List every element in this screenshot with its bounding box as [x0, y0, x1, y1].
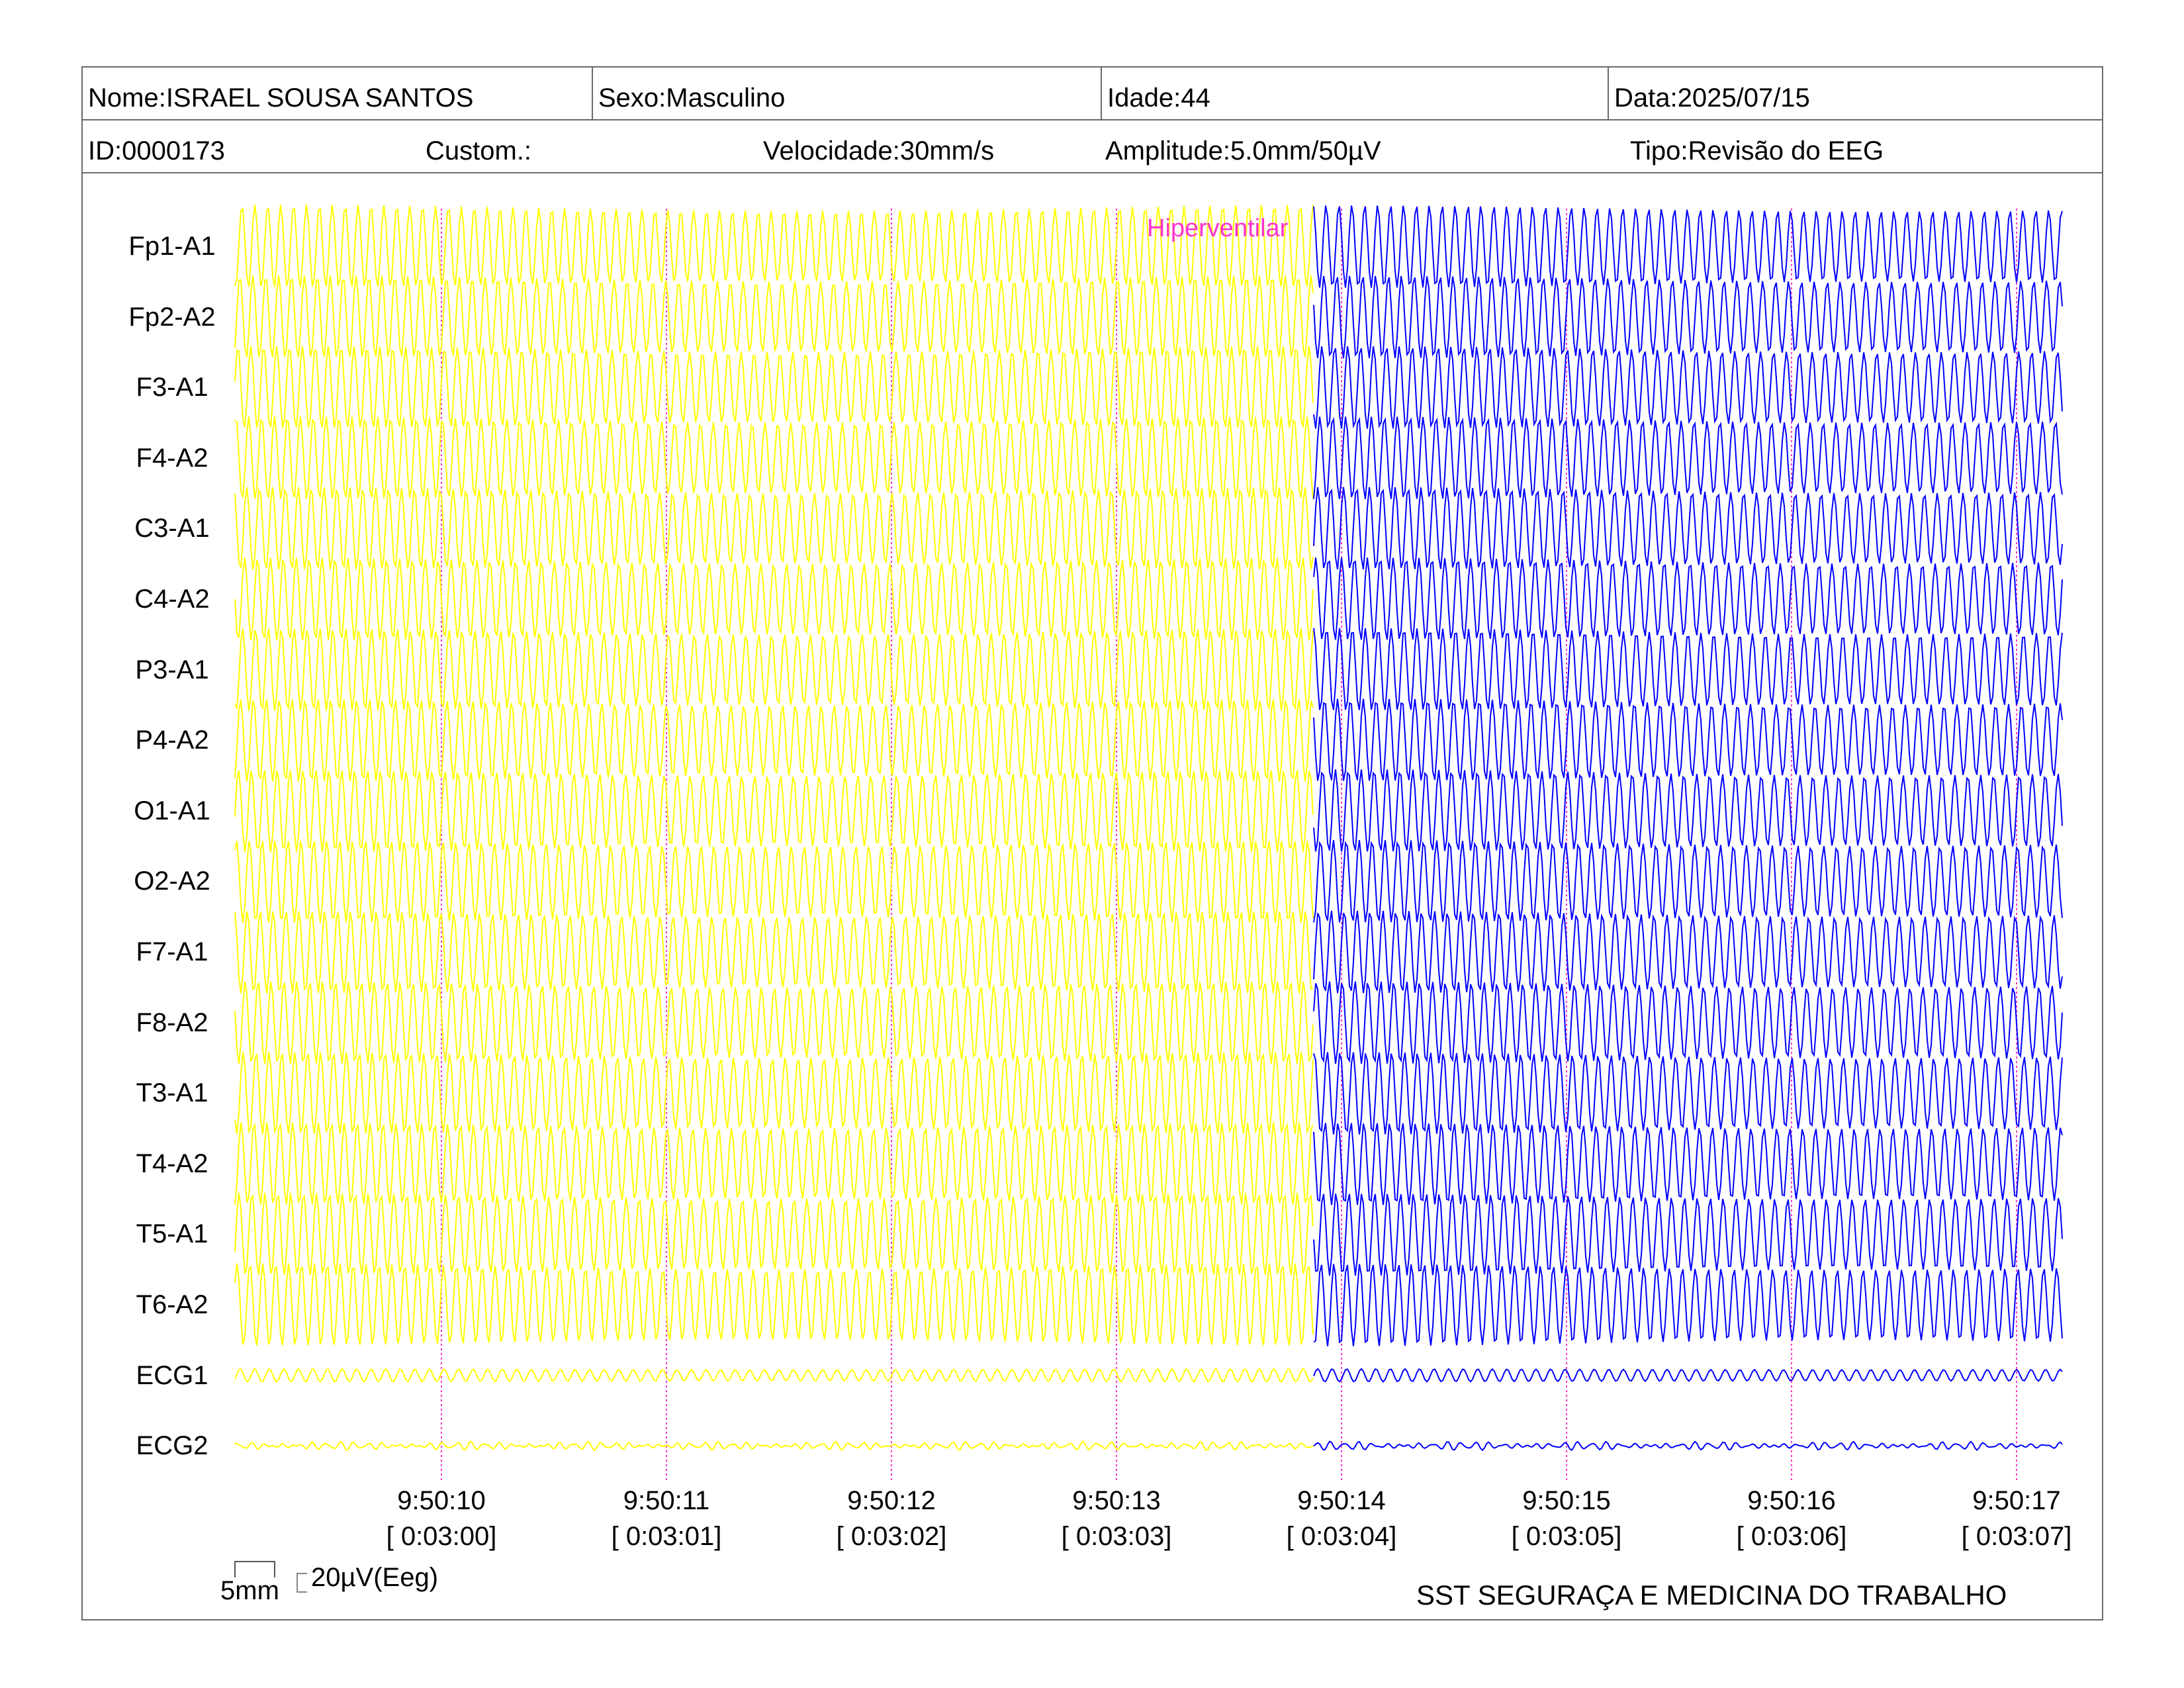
time-tick-clock: 9:50:17	[1972, 1486, 2061, 1515]
time-tick-elapsed: [ 0:03:03]	[1061, 1522, 1172, 1551]
waveform-c3-a1	[234, 487, 1314, 570]
channel-label-f3-a1: F3-A1	[136, 373, 208, 402]
waveform-o2-a2	[234, 841, 1314, 923]
waveform-c4-a2	[1313, 557, 2063, 640]
waveform-f4-a2	[1313, 416, 2063, 500]
patient-sex: Sexo:Masculino	[592, 68, 1101, 119]
channel-label-fp2-a2: Fp2-A2	[128, 302, 216, 332]
channel-label-fp1-a1: Fp1-A1	[128, 232, 216, 261]
channel-label-t6-a2: T6-A2	[136, 1290, 208, 1319]
waveform-fp2-a2	[234, 275, 1314, 357]
waveform-p3-a1	[234, 628, 1314, 712]
channel-label-p3-a1: P3-A1	[135, 655, 209, 684]
channel-label-f8-a2: F8-A2	[136, 1008, 208, 1037]
time-tick-clock: 9:50:14	[1297, 1486, 1386, 1515]
time-tick: 9:50:11 [ 0:03:01]	[580, 1483, 752, 1554]
waveform-f7-a1	[1313, 910, 2063, 994]
waveform-t5-a1	[234, 1192, 1314, 1276]
waveform-c4-a2	[234, 557, 1314, 641]
amplitude-bracket-icon	[296, 1573, 307, 1593]
waveform-f3-a1	[1313, 346, 2063, 429]
waveform-ecg1	[234, 1368, 1314, 1383]
channel-label-t3-a1: T3-A1	[136, 1078, 208, 1108]
review-type: Tipo:Revisão do EEG	[1630, 136, 1884, 165]
waveform-c3-a1	[1313, 487, 2063, 570]
channel-label-f4-a2: F4-A2	[136, 443, 208, 473]
waveform-fp2-a2	[1313, 275, 2063, 359]
waveform-t4-a2	[1313, 1123, 2063, 1205]
patient-info-row: Nome:ISRAEL SOUSA SANTOS Sexo:Masculino …	[83, 68, 2102, 120]
time-tick-clock: 9:50:12	[847, 1486, 936, 1515]
waveform-p4-a2	[1313, 698, 2063, 781]
patient-age: Idade:44	[1101, 68, 1608, 119]
time-tick-elapsed: [ 0:03:00]	[386, 1522, 497, 1551]
waveform-f3-a1	[234, 346, 1314, 428]
organization-name: SST SEGURAÇA E MEDICINA DO TRABALHO	[1416, 1579, 2007, 1611]
time-tick-clock: 9:50:11	[623, 1486, 710, 1515]
time-tick: 9:50:17 [ 0:03:07]	[1931, 1483, 2103, 1554]
channel-waveforms	[234, 205, 2063, 1452]
exam-date: Data:2025/07/15	[1608, 68, 2103, 119]
time-tick-elapsed: [ 0:03:02]	[836, 1522, 947, 1551]
waveform-t6-a2	[1313, 1264, 2063, 1346]
waveform-fp1-a1	[234, 205, 1314, 287]
waveform-o1-a1	[1313, 769, 2063, 852]
report-frame: Nome:ISRAEL SOUSA SANTOS Sexo:Masculino …	[81, 66, 2103, 1620]
waveform-t5-a1	[1313, 1194, 2063, 1276]
channel-label-f7-a1: F7-A1	[136, 937, 208, 966]
paper-speed: Velocidade:30mm/s	[763, 136, 995, 165]
waveform-o1-a1	[234, 770, 1314, 853]
scale-amplitude-label: 20µV(Eeg)	[311, 1563, 439, 1592]
amplitude-setting: Amplitude:5.0mm/50µV	[1105, 136, 1381, 165]
time-tick-clock: 9:50:13	[1072, 1486, 1161, 1515]
scale-bar-icon	[234, 1561, 275, 1577]
channel-label-p4-a2: P4-A2	[135, 726, 209, 755]
channel-label-t5-a1: T5-A1	[136, 1219, 208, 1249]
time-tick: 9:50:15 [ 0:03:05]	[1480, 1483, 1653, 1554]
channel-label-c3-a1: C3-A1	[134, 514, 210, 543]
time-tick: 9:50:10 [ 0:03:00]	[355, 1483, 527, 1554]
exam-info-row: ID:0000173 Custom.: Velocidade:30mm/s Am…	[83, 120, 2102, 173]
time-tick: 9:50:16 [ 0:03:06]	[1706, 1483, 1878, 1554]
time-tick: 9:50:14 [ 0:03:04]	[1255, 1483, 1428, 1554]
patient-name: Nome:ISRAEL SOUSA SANTOS	[88, 83, 474, 113]
waveform-p4-a2	[234, 699, 1314, 782]
waveform-o2-a2	[1313, 839, 2063, 923]
time-tick-clock: 9:50:10	[397, 1486, 486, 1515]
waveform-ecg2	[1313, 1440, 2063, 1452]
waveform-ecg1	[1313, 1368, 2063, 1383]
channel-label-ecg1: ECG1	[136, 1360, 208, 1390]
time-tick-elapsed: [ 0:03:05]	[1511, 1522, 1622, 1551]
waveform-f8-a2	[1313, 981, 2063, 1064]
scale-length-label: 5mm	[220, 1576, 279, 1605]
waveform-f8-a2	[234, 981, 1314, 1064]
channel-label-o1-a1: O1-A1	[134, 796, 210, 825]
time-tick-clock: 9:50:16	[1747, 1486, 1836, 1515]
time-tick: 9:50:13 [ 0:03:03]	[1030, 1483, 1203, 1554]
waveform-f7-a1	[234, 911, 1314, 994]
channel-label-t4-a2: T4-A2	[136, 1149, 208, 1178]
waveform-t3-a1	[234, 1051, 1314, 1135]
patient-id: ID:0000173	[88, 136, 225, 165]
time-tick-elapsed: [ 0:03:06]	[1736, 1522, 1847, 1551]
waveform-ecg2	[235, 1440, 1314, 1452]
time-tick-clock: 9:50:15	[1522, 1486, 1611, 1515]
waveform-fp1-a1	[1313, 205, 2063, 288]
time-tick-elapsed: [ 0:03:04]	[1286, 1522, 1397, 1551]
waveform-t4-a2	[234, 1122, 1314, 1205]
channel-label-c4-a2: C4-A2	[134, 585, 210, 614]
time-tick: 9:50:12 [ 0:03:02]	[805, 1483, 978, 1554]
waveform-t3-a1	[1313, 1052, 2063, 1135]
hyperventilation-event-label: Hiperventilar	[1147, 214, 1289, 242]
waveform-t6-a2	[234, 1263, 1314, 1346]
waveform-p3-a1	[1313, 628, 2063, 710]
custom-field: Custom.:	[426, 136, 532, 165]
waveform-f4-a2	[234, 416, 1314, 499]
channel-label-o2-a2: O2-A2	[134, 867, 210, 896]
time-tick-elapsed: [ 0:03:07]	[1961, 1522, 2072, 1551]
time-tick-elapsed: [ 0:03:01]	[611, 1522, 722, 1551]
channel-label-ecg2: ECG2	[136, 1431, 208, 1461]
